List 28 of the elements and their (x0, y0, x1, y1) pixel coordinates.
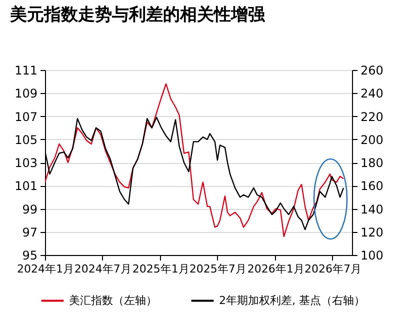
x-tick-label: 2026年1月 (247, 262, 304, 276)
y2-tick-label: 240 (360, 86, 384, 101)
x-tick-label: 2025年7月 (189, 262, 246, 276)
y-tick-label: 97 (22, 225, 38, 240)
y2-tick-label: 140 (360, 202, 384, 216)
legend-label: 美汇指数（左轴） (69, 294, 157, 307)
x-tick-label: 2025年1月 (132, 262, 190, 276)
y2-tick-label: 160 (360, 179, 384, 194)
x-tick-label: 2024年1月 (17, 262, 74, 276)
y-tick-label: 111 (14, 64, 38, 78)
y-tick-label: 101 (14, 179, 38, 194)
y-tick-label: 95 (22, 248, 38, 262)
y-tick-label: 109 (14, 86, 38, 101)
y-tick-label: 105 (14, 132, 38, 147)
x-tick-label: 2026年7月 (304, 262, 362, 276)
legend-label: 2年期加权利差, 基点（右轴） (219, 294, 365, 307)
y2-tick-label: 220 (360, 110, 384, 124)
y2-tick-label: 180 (360, 156, 384, 170)
y-tick-label: 103 (14, 156, 38, 170)
y-tick-label: 99 (22, 202, 38, 216)
line-series (45, 83, 344, 238)
y2-tick-label: 260 (360, 64, 384, 78)
y2-tick-label: 200 (360, 132, 384, 147)
y-tick-label: 107 (14, 110, 38, 124)
y2-tick-label: 120 (360, 225, 384, 240)
x-tick-label: 2024年7月 (74, 262, 132, 276)
chart-title: 美元指数走势与利差的相关性增强 (9, 5, 266, 25)
y2-tick-label: 100 (360, 248, 384, 262)
